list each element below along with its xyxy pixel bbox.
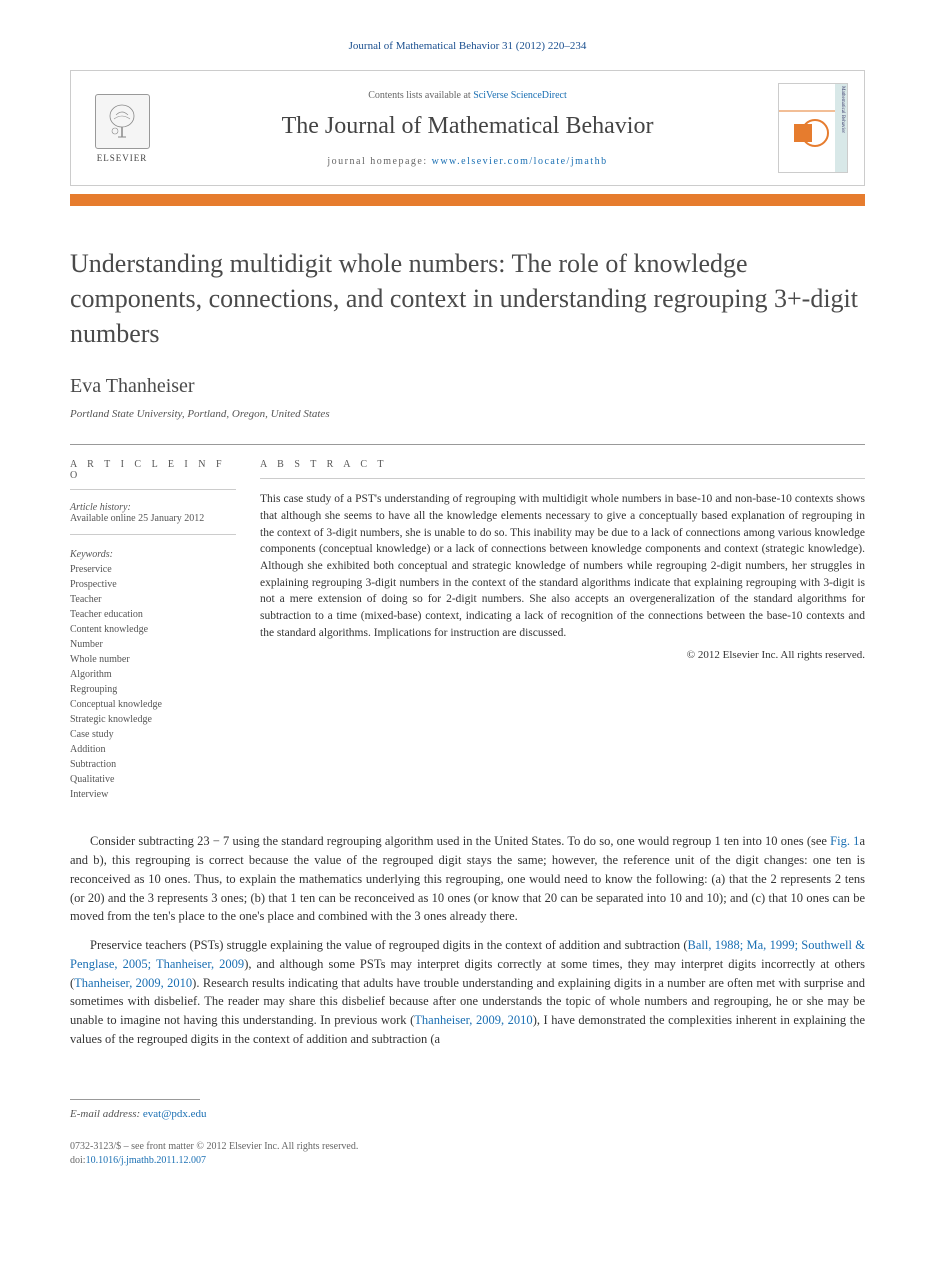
info-abstract-section: A R T I C L E I N F O Article history: A…	[70, 444, 865, 802]
abstract-copyright: © 2012 Elsevier Inc. All rights reserved…	[260, 649, 865, 661]
journal-title: The Journal of Mathematical Behavior	[157, 113, 778, 140]
footer-meta: 0732-3123/$ – see front matter © 2012 El…	[70, 1140, 865, 1168]
keyword-item: Addition	[70, 742, 236, 757]
doi-link[interactable]: 10.1016/j.jmathb.2011.12.007	[86, 1155, 206, 1166]
homepage-line: journal homepage: www.elsevier.com/locat…	[157, 156, 778, 167]
contents-prefix: Contents lists available at	[368, 90, 473, 101]
journal-cover-thumbnail: Mathematical Behavior	[778, 83, 848, 173]
contents-available-line: Contents lists available at SciVerse Sci…	[157, 90, 778, 101]
history-text: Available online 25 January 2012	[70, 513, 236, 535]
header-center: Contents lists available at SciVerse Sci…	[157, 90, 778, 167]
article-info-label: A R T I C L E I N F O	[70, 459, 236, 490]
history-label: Article history:	[70, 502, 236, 513]
abstract-column: A B S T R A C T This case study of a PST…	[260, 459, 865, 802]
body-p1-a: Consider subtracting 23 − 7 using the st…	[90, 834, 830, 848]
body-p2-a: Preservice teachers (PSTs) struggle expl…	[90, 938, 688, 952]
fig1-link[interactable]: Fig. 1	[830, 834, 859, 848]
cover-side-text: Mathematical Behavior	[835, 84, 847, 172]
abstract-text: This case study of a PST's understanding…	[260, 491, 865, 641]
elsevier-tree-icon	[95, 94, 150, 149]
body-paragraph-2: Preservice teachers (PSTs) struggle expl…	[70, 936, 865, 1049]
keyword-item: Regrouping	[70, 682, 236, 697]
keywords-label: Keywords:	[70, 549, 236, 560]
homepage-prefix: journal homepage:	[327, 156, 431, 167]
journal-header-box: ELSEVIER Contents lists available at Sci…	[70, 70, 865, 186]
cover-circle-icon	[801, 119, 829, 147]
keyword-item: Subtraction	[70, 757, 236, 772]
accent-bar	[70, 194, 865, 206]
keyword-item: Preservice	[70, 562, 236, 577]
keyword-item: Case study	[70, 727, 236, 742]
email-label: E-mail address:	[70, 1108, 143, 1120]
keyword-item: Whole number	[70, 652, 236, 667]
doi-line: doi:10.1016/j.jmathb.2011.12.007	[70, 1154, 865, 1168]
keywords-list: PreserviceProspectiveTeacherTeacher educ…	[70, 562, 236, 802]
footer-separator	[70, 1099, 200, 1108]
issn-line: 0732-3123/$ – see front matter © 2012 El…	[70, 1140, 865, 1154]
running-head: Journal of Mathematical Behavior 31 (201…	[70, 40, 865, 52]
elsevier-name: ELSEVIER	[97, 153, 148, 163]
author-affiliation: Portland State University, Portland, Ore…	[70, 408, 865, 420]
keyword-item: Algorithm	[70, 667, 236, 682]
email-link[interactable]: evat@pdx.edu	[143, 1108, 207, 1120]
keyword-item: Teacher education	[70, 607, 236, 622]
keyword-item: Conceptual knowledge	[70, 697, 236, 712]
article-title: Understanding multidigit whole numbers: …	[70, 246, 865, 351]
keyword-item: Qualitative	[70, 772, 236, 787]
citation-link-2[interactable]: Thanheiser, 2009, 2010	[74, 976, 192, 990]
sciencedirect-link[interactable]: SciVerse ScienceDirect	[473, 90, 567, 101]
citation-link-3[interactable]: Thanheiser, 2009, 2010	[414, 1013, 532, 1027]
body-paragraph-1: Consider subtracting 23 − 7 using the st…	[70, 832, 865, 926]
abstract-label: A B S T R A C T	[260, 459, 865, 479]
keyword-item: Content knowledge	[70, 622, 236, 637]
elsevier-logo: ELSEVIER	[87, 88, 157, 168]
keyword-item: Number	[70, 637, 236, 652]
keyword-item: Prospective	[70, 577, 236, 592]
article-info-column: A R T I C L E I N F O Article history: A…	[70, 459, 260, 802]
email-line: E-mail address: evat@pdx.edu	[70, 1108, 865, 1120]
author-name: Eva Thanheiser	[70, 375, 865, 398]
homepage-link[interactable]: www.elsevier.com/locate/jmathb	[432, 156, 608, 167]
keyword-item: Strategic knowledge	[70, 712, 236, 727]
keyword-item: Teacher	[70, 592, 236, 607]
doi-label: doi:	[70, 1155, 86, 1166]
keyword-item: Interview	[70, 787, 236, 802]
